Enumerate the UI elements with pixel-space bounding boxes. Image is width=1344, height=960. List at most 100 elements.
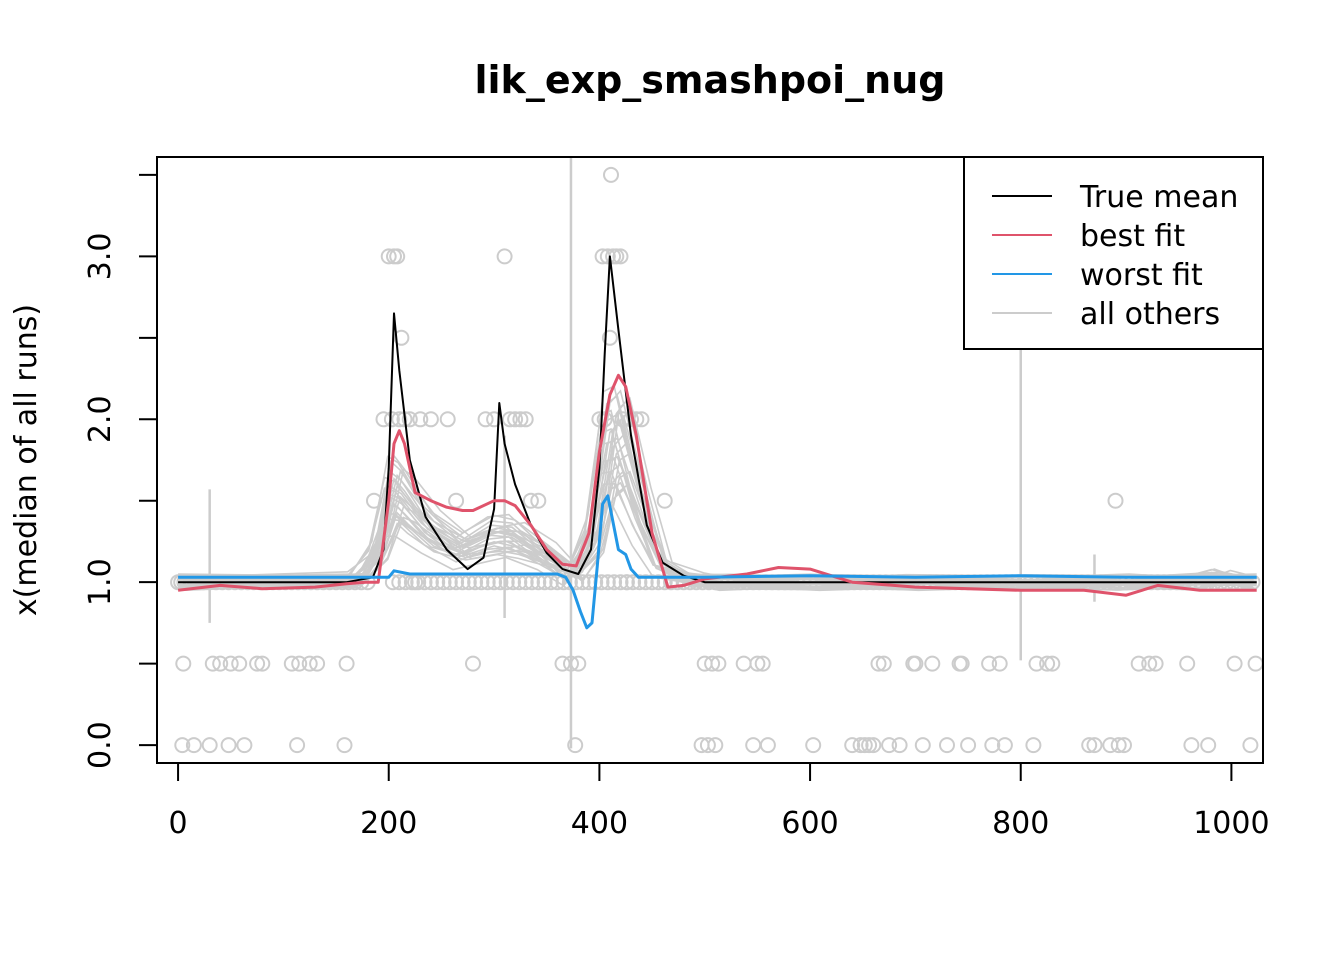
observation-point [618, 574, 635, 591]
observation-point [401, 411, 418, 428]
observation-point [554, 655, 571, 672]
y-tick-label: 0.0 [83, 721, 118, 769]
other-run-line [178, 384, 1251, 584]
observation-point [422, 411, 439, 428]
observation-point [380, 248, 397, 265]
observation-point [939, 737, 955, 754]
true-mean-line [178, 255, 1257, 584]
other-run-line [178, 437, 1254, 584]
y-tick-label: 2.0 [83, 395, 118, 443]
observation-point [1247, 655, 1264, 672]
observation-point [749, 655, 766, 672]
observation-point [805, 737, 822, 754]
other-run-line [184, 484, 1257, 582]
observation-point [644, 574, 661, 591]
observation-point [1044, 655, 1061, 672]
observation-point [477, 411, 494, 428]
other-run-line [178, 427, 1248, 587]
x-tick-label: 1000 [1193, 806, 1269, 841]
observation-point [996, 737, 1013, 754]
observation-point [907, 655, 924, 672]
observation-point [735, 655, 752, 672]
observation-point [231, 655, 248, 672]
other-run-line [184, 398, 1257, 591]
observation-point [249, 655, 266, 672]
observation-point [603, 166, 619, 183]
observation-point [891, 737, 908, 754]
observation-point [612, 248, 629, 265]
observation-point [448, 492, 465, 509]
x-tick-label: 400 [571, 806, 628, 841]
observation-point [512, 411, 529, 428]
axes-layer: 0 200 400 600 800 1000 0.0 1.0 2.0 3.0 [83, 173, 1270, 841]
observation-point [844, 737, 861, 754]
observation-point [612, 574, 629, 591]
other-run-line [184, 441, 1257, 587]
observation-point [707, 737, 724, 754]
y-tick-label: 1.0 [83, 558, 118, 606]
observation-point [1039, 655, 1056, 672]
observation-point [875, 655, 892, 672]
other-run-line [178, 458, 1251, 589]
observation-point [924, 655, 941, 672]
observation-point [439, 411, 456, 428]
observation-point [185, 737, 202, 754]
observation-point [633, 411, 650, 428]
observation-point [496, 248, 513, 265]
observation-point [254, 655, 271, 672]
observation-point [1226, 655, 1243, 672]
observation-point [530, 492, 547, 509]
observation-point [1130, 655, 1147, 672]
other-run-line [187, 470, 1257, 589]
observation-point [754, 655, 771, 672]
other-run-line [178, 482, 1251, 587]
observation-point [991, 655, 1008, 672]
observation-point [710, 655, 727, 672]
observation-point [852, 737, 869, 754]
other-run-line [187, 452, 1257, 592]
observation-point [656, 492, 673, 509]
observation-point [1183, 737, 1200, 754]
other-run-line [178, 455, 1254, 582]
observation-point [522, 492, 539, 509]
observation-point [517, 411, 534, 428]
legend-label: True mean [1079, 180, 1238, 215]
observation-point [960, 737, 977, 754]
observation-point [1086, 737, 1103, 754]
legend-label: worst fit [1080, 258, 1203, 293]
observation-point [567, 737, 584, 754]
observation-point [599, 574, 616, 591]
observation-point [745, 737, 762, 754]
observation-point [669, 574, 686, 591]
observation-point [222, 655, 239, 672]
observation-point [1025, 737, 1042, 754]
observation-point [174, 737, 191, 754]
observation-point [1141, 655, 1158, 672]
observation-point [1081, 737, 1098, 754]
observation-point [1242, 737, 1259, 754]
y-axis-label: x(median of all runs) [9, 304, 44, 616]
observation-point [1147, 655, 1164, 672]
best-fit-line [177, 373, 1257, 597]
observation-point [412, 411, 429, 428]
other-run-line [178, 439, 1251, 592]
other-run-line [178, 394, 1254, 589]
observation-point [397, 574, 414, 591]
observation-point [175, 655, 192, 672]
observation-point [637, 574, 654, 591]
observation-point [984, 737, 1001, 754]
observation-point [212, 655, 229, 672]
observation-point [384, 574, 401, 591]
observation-point [1107, 492, 1124, 509]
observation-point [301, 655, 318, 672]
observation-point [289, 737, 306, 754]
observation-point [336, 737, 353, 754]
observation-point [704, 655, 721, 672]
other-run-line [178, 470, 1248, 582]
observation-point [220, 737, 237, 754]
observation-point [914, 737, 931, 754]
observation-point [366, 492, 382, 509]
observation-point [338, 655, 355, 672]
